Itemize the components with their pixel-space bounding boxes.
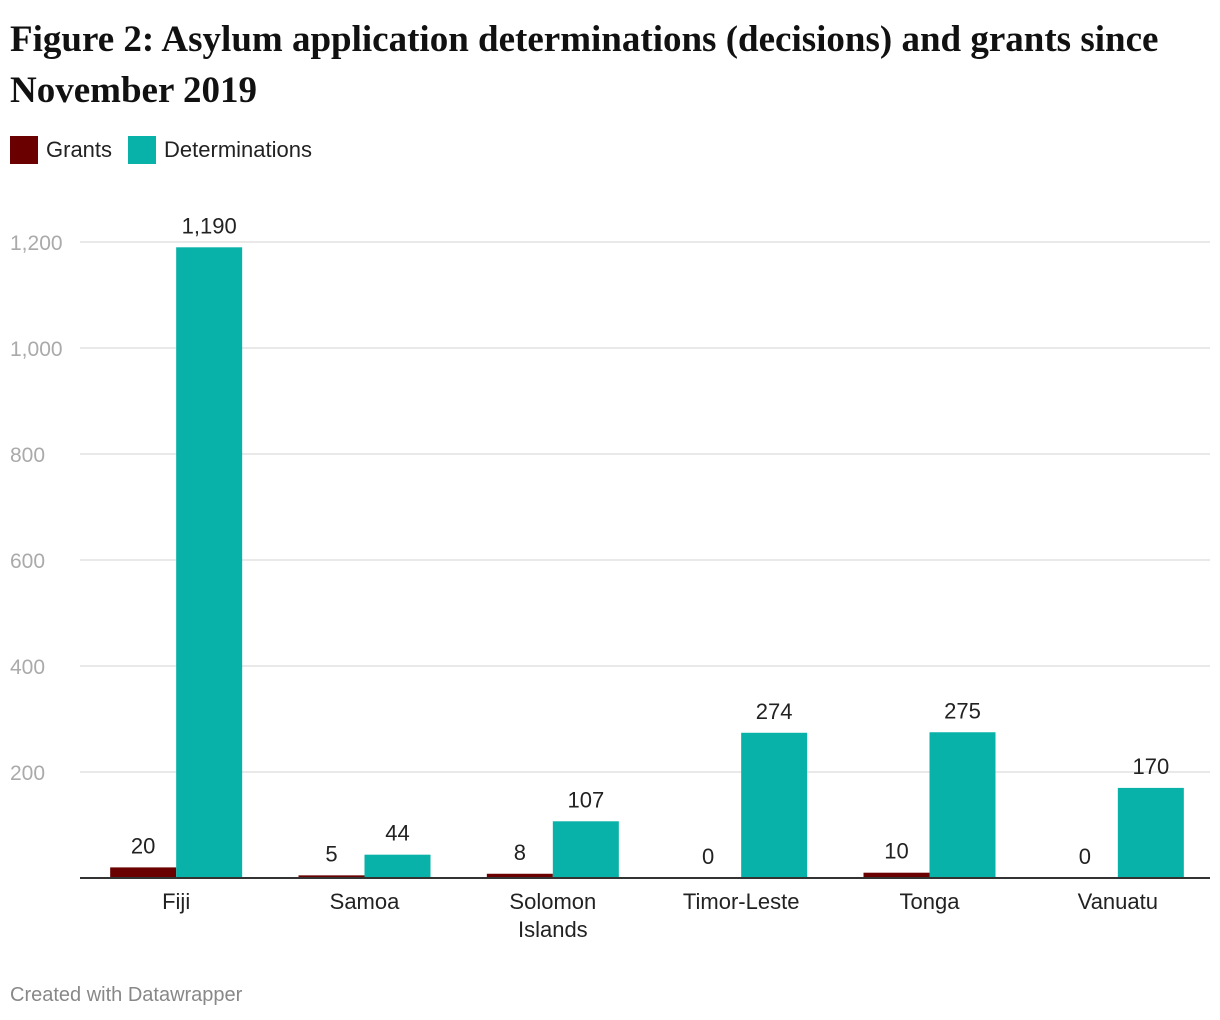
legend-swatch-determinations: [128, 136, 157, 164]
footer-credit: Created with Datawrapper: [10, 984, 243, 1006]
data-label-grants: 8: [514, 840, 526, 865]
y-tick-label: 200: [10, 762, 45, 785]
legend-label-determinations: Determinations: [164, 137, 312, 162]
bar-determinations: [741, 732, 808, 878]
data-label-determinations: 274: [756, 699, 793, 724]
bar-grants: [486, 873, 553, 878]
data-label-determinations: 275: [944, 698, 981, 723]
data-label-grants: 0: [1079, 844, 1091, 869]
y-tick-label: 1,000: [10, 338, 63, 361]
x-category-label: Fiji: [162, 889, 190, 914]
data-label-grants: 10: [884, 839, 908, 864]
bar-determinations: [929, 732, 996, 878]
legend-swatch-grants: [10, 136, 38, 164]
x-category-label: Vanuatu: [1078, 889, 1158, 914]
y-tick-label: 600: [10, 550, 45, 573]
x-category-label: Tonga: [900, 889, 961, 914]
bar-grants: [863, 872, 930, 878]
bar-grants: [110, 867, 177, 878]
bar-grants: [298, 875, 365, 878]
data-label-grants: 5: [325, 841, 337, 866]
bar-determinations: [552, 821, 619, 878]
legend-item-grants: Grants: [10, 136, 112, 164]
y-tick-label: 1,200: [10, 232, 63, 255]
data-label-grants: 0: [702, 844, 714, 869]
y-tick-label: 400: [10, 656, 45, 679]
data-label-determinations: 44: [385, 821, 409, 846]
bar-determinations: [176, 247, 243, 879]
chart-title: Figure 2: Asylum application determinati…: [10, 19, 1159, 111]
x-category-label: Islands: [518, 917, 588, 942]
bar-determinations: [1117, 787, 1184, 878]
data-label-determinations: 107: [567, 787, 604, 812]
data-label-determinations: 170: [1132, 754, 1169, 779]
legend: Grants Determinations: [10, 136, 328, 164]
data-label-determinations: 1,190: [182, 213, 237, 238]
legend-label-grants: Grants: [46, 137, 113, 162]
legend-item-determinations: Determinations: [128, 136, 312, 164]
y-tick-label: 800: [10, 444, 45, 467]
x-category-label: Samoa: [330, 889, 400, 914]
x-category-label: Solomon: [509, 889, 596, 914]
x-category-label: Timor-Leste: [683, 889, 800, 914]
bar-determinations: [364, 854, 431, 878]
data-label-grants: 20: [131, 833, 155, 858]
